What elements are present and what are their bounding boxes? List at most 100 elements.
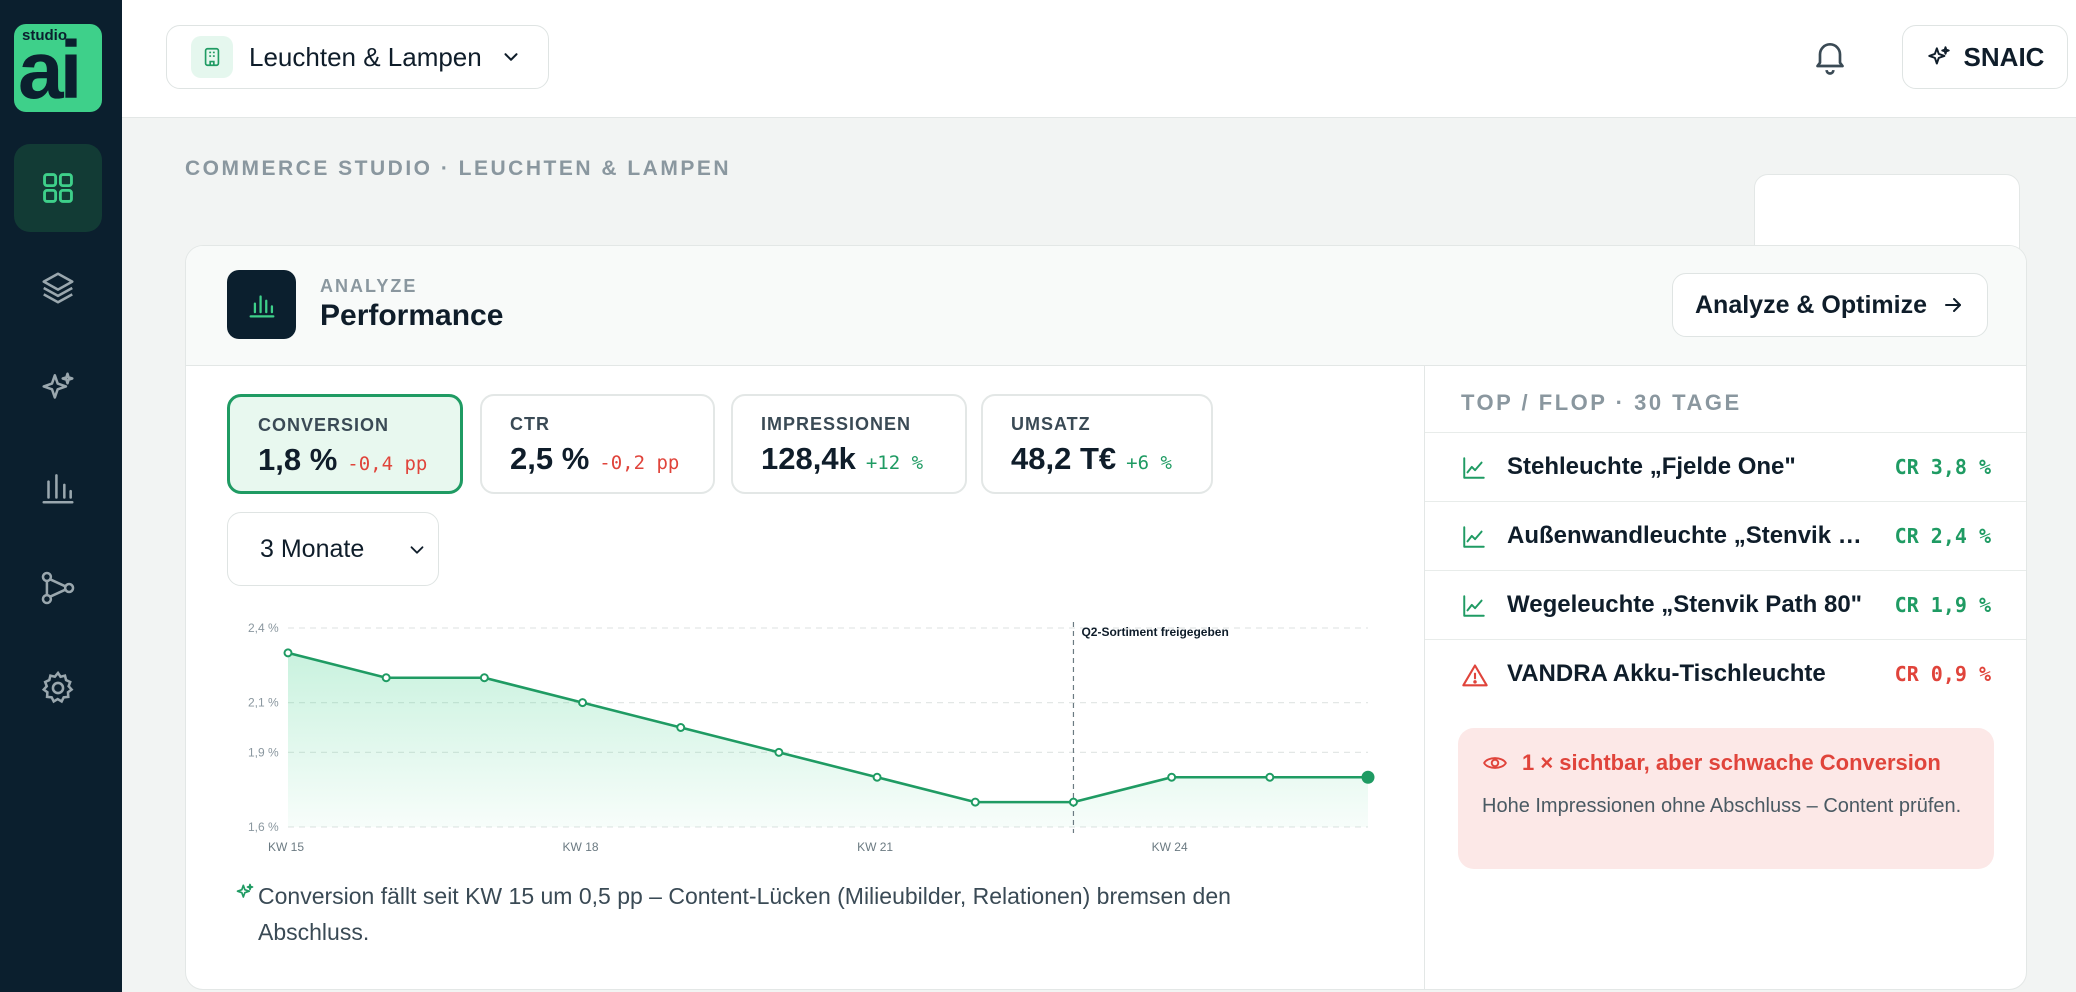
gear-icon [41, 670, 74, 704]
bar-chart-icon [42, 474, 74, 504]
weak-conversion-alert[interactable]: 1 × sichtbar, aber schwache Conversion H… [1458, 728, 1994, 869]
data-point [1361, 770, 1375, 784]
data-point [283, 648, 293, 658]
analyze-optimize-label: Analyze & Optimize [1695, 290, 1927, 319]
y-tick-label: 2,1 % [248, 696, 279, 710]
data-point [676, 723, 686, 732]
nav-item-layers[interactable] [14, 244, 102, 332]
data-point [970, 797, 980, 807]
chart-line [287, 651, 1368, 804]
sparkle-icon [42, 372, 74, 399]
kpi-value: 128,4k [761, 441, 856, 476]
sparkle-icon [236, 883, 254, 898]
notifications-button[interactable] [1810, 36, 1850, 81]
kpi-value: 2,5 % [510, 441, 590, 476]
studio-ai-logo[interactable]: ai studio [14, 24, 102, 112]
kpi-impressionen[interactable]: IMPRESSIONEN 128,4k +12 % [731, 394, 967, 494]
top-flop-item[interactable]: Wegeleuchte „Stenvik Path 80" CR 1,9 % [1425, 570, 2026, 639]
kpi-delta: -0,4 pp [347, 453, 428, 475]
kpi-label: UMSATZ [1011, 414, 1091, 434]
card-title: Performance [320, 299, 504, 332]
chart-area [288, 652, 1368, 827]
bar-chart-icon [227, 270, 296, 339]
kpi-label: IMPRESSIONEN [761, 414, 912, 434]
arrow-right-icon [1945, 298, 1961, 312]
sidebar: ai studio [0, 0, 122, 992]
kpi-delta: +6 % [1126, 452, 1172, 474]
y-tick-label: 2,4 % [248, 621, 279, 635]
performance-card: ANALYZE Performance Analyze & Optimize C… [185, 245, 2027, 990]
data-point [381, 673, 391, 683]
data-point [1167, 772, 1177, 782]
y-tick-label: 1,9 % [248, 745, 279, 759]
kpi-conversion[interactable]: CONVERSION 1,8 % -0,4 pp [227, 394, 463, 494]
product-cr: CR 1,9 % [1894, 593, 1991, 617]
alert-title: 1 × sichtbar, aber schwache Conversion [1522, 750, 1941, 775]
card-eyebrow: ANALYZE [320, 276, 418, 296]
data-point [1265, 772, 1275, 782]
warning-icon [1462, 664, 1488, 687]
kpi-ctr[interactable]: CTR 2,5 % -0,2 pp [480, 394, 715, 494]
nav-item-ai[interactable] [14, 344, 102, 432]
x-tick-label: KW 18 [563, 840, 599, 854]
breadcrumb: COMMERCE STUDIO · LEUCHTEN & LAMPEN [185, 157, 731, 180]
grid-icon [43, 173, 73, 203]
insight-label: Conversion fällt seit KW 15 um 0,5 pp – … [258, 883, 1231, 945]
store-selector-label: Leuchten & Lampen [249, 41, 482, 72]
data-point [872, 772, 882, 782]
card-header: ANALYZE Performance Analyze & Optimize [186, 246, 2026, 366]
nav-item-analytics[interactable] [14, 444, 102, 532]
product-cr: CR 2,4 % [1894, 524, 1991, 548]
x-tick-label: KW 21 [857, 840, 893, 854]
top-flop-title: TOP / FLOP · 30 TAGE [1461, 390, 1742, 415]
product-name: Außenwandleuchte „Stenvik Cube" [1507, 522, 1877, 549]
product-name: VANDRA Akku-Tischleuchte [1507, 660, 1826, 687]
logo-ai-text: ai [18, 25, 82, 112]
x-tick-label: KW 15 [268, 840, 304, 854]
insight-text: Conversion fällt seit KW 15 um 0,5 pp – … [232, 878, 1292, 950]
building-icon [191, 36, 233, 78]
chevron-down-icon [504, 53, 518, 61]
kpi-umsatz[interactable]: UMSATZ 48,2 T€ +6 % [981, 394, 1213, 494]
nav-item-connections[interactable] [14, 544, 102, 632]
trend-up-icon [1463, 595, 1485, 617]
kpi-label: CTR [510, 414, 550, 434]
store-selector[interactable]: Leuchten & Lampen [166, 25, 549, 89]
kpi-label: CONVERSION [258, 415, 390, 435]
product-name: Wegeleuchte „Stenvik Path 80" [1507, 591, 1863, 618]
bell-icon [1816, 43, 1844, 75]
top-flop-item[interactable]: Stehleuchte „Fjelde One" CR 3,8 % [1425, 432, 2026, 501]
top-flop-item[interactable]: VANDRA Akku-Tischleuchte CR 0,9 % [1425, 639, 2026, 708]
period-select-value: 3 Monate [260, 534, 365, 563]
topbar: Leuchten & Lampen SNAIC [122, 0, 2076, 118]
kpi-value: 1,8 % [258, 442, 338, 477]
user-label: SNAIC [1963, 41, 2045, 72]
top-flop-item[interactable]: Außenwandleuchte „Stenvik Cube" CR 2,4 % [1425, 501, 2026, 570]
analyze-optimize-button[interactable]: Analyze & Optimize [1672, 273, 1988, 337]
data-point [578, 698, 588, 708]
product-cr: CR 0,9 % [1894, 662, 1991, 686]
x-tick-label: KW 24 [1152, 840, 1188, 854]
top-flop-panel: TOP / FLOP · 30 TAGE Stehleuchte „Fjelde… [1424, 366, 2026, 989]
data-point [479, 673, 489, 683]
eye-icon [1483, 757, 1507, 769]
period-select[interactable]: 3 Monate [227, 512, 439, 586]
product-cr: CR 3,8 % [1894, 455, 1991, 479]
kpi-delta: -0,2 pp [599, 452, 680, 474]
network-icon [41, 571, 75, 605]
nav-item-settings[interactable] [14, 644, 102, 732]
kpi-delta: +12 % [865, 452, 924, 474]
nav-item-dashboard[interactable] [14, 144, 102, 232]
annotation-label: Q2-Sortiment freigegeben [1081, 625, 1228, 639]
alert-body: Hohe Impressionen ohne Abschluss – Conte… [1482, 795, 1962, 817]
y-tick-label: 1,6 % [248, 820, 279, 834]
sparkle-icon [1927, 46, 1950, 65]
data-point [774, 747, 784, 757]
product-name: Stehleuchte „Fjelde One" [1507, 453, 1796, 480]
conversion-chart: 2,4 % 2,1 % 1,9 % 1,6 % Q2-Sortiment freigeg… [248, 621, 1375, 854]
layers-icon [42, 272, 74, 304]
trend-up-icon [1463, 457, 1485, 479]
logo-studio-text: studio [22, 27, 67, 44]
chevron-down-icon [410, 546, 424, 554]
user-button[interactable]: SNAIC [1902, 25, 2068, 89]
